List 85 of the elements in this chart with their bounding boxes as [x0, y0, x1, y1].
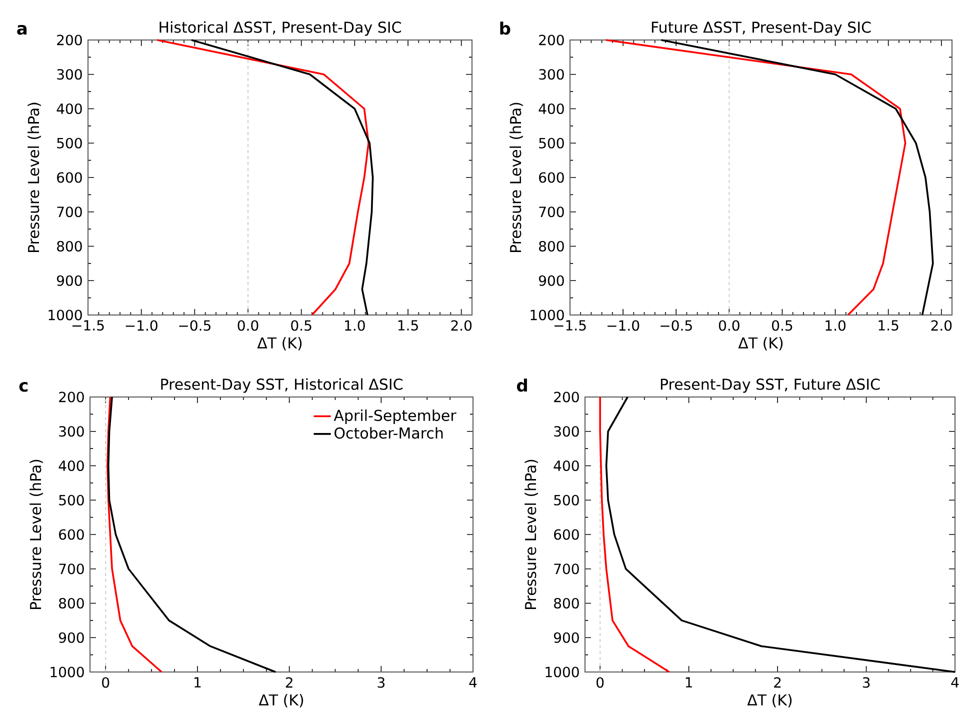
- x-tick-label: 3: [862, 677, 870, 688]
- y-tick-label: 1000: [48, 310, 82, 320]
- text: a: [17, 25, 27, 35]
- x-tick-label: 0.5: [772, 320, 792, 331]
- x-tick-label: 4: [951, 677, 959, 688]
- x-tick-label: 1.0: [826, 320, 846, 331]
- y-tick-label: 1000: [530, 310, 564, 320]
- line-series: [599, 396, 670, 673]
- y-tick-label: 1000: [50, 666, 84, 678]
- chart-title: Future ΔSST, Present-Day SIC: [652, 22, 871, 36]
- x-axis-title: ΔT (K): [258, 694, 304, 708]
- chart-title: Historical ΔSST, Present-Day SIC: [160, 21, 401, 36]
- y-axis-title: Pressure Level (hPa): [30, 460, 43, 610]
- x-tick-label: 1.0: [345, 320, 365, 331]
- legend-label: October-March: [334, 427, 443, 439]
- y-tick-label: 700: [59, 564, 84, 574]
- x-tick-label: −1.0: [126, 320, 158, 331]
- x-tick-label: −1.0: [608, 320, 640, 331]
- x-axis-title: ΔT (K): [747, 694, 792, 708]
- y-tick-label: 200: [59, 392, 84, 402]
- y-axis-title: Pressure Level (hPa): [28, 102, 41, 252]
- y-axis-title: Pressure Level (hPa): [524, 460, 538, 610]
- y-tick-label: 800: [539, 240, 564, 252]
- x-tick-label: 0: [596, 677, 604, 688]
- x-tick-label: 0.0: [238, 320, 258, 331]
- text: d: [516, 378, 527, 392]
- y-tick-label: 400: [538, 103, 564, 114]
- x-tick-label: 1: [194, 677, 201, 688]
- x-tick-label: 1: [686, 677, 692, 688]
- y-tick-label: 500: [539, 138, 564, 148]
- y-tick-label: 300: [57, 69, 82, 80]
- chart-title: Present-Day SST, Future ΔSIC: [660, 378, 880, 393]
- y-tick-label: 600: [59, 529, 84, 540]
- y-tick-label: 600: [554, 529, 579, 540]
- y-tick-label: 900: [58, 632, 84, 643]
- text: c: [19, 382, 28, 392]
- y-tick-label: 800: [57, 240, 82, 252]
- x-tick-label: 2.0: [931, 320, 952, 331]
- y-tick-label: 400: [56, 103, 82, 114]
- x-tick-label: 1.5: [878, 320, 898, 331]
- line-series: [605, 39, 906, 316]
- x-tick-label: 4: [469, 677, 477, 688]
- chart-title: Present-Day SST, Historical ΔSIC: [161, 378, 402, 393]
- line-series: [156, 39, 370, 316]
- y-tick-label: 600: [539, 172, 564, 183]
- x-tick-label: 0: [102, 677, 110, 688]
- y-tick-label: 300: [554, 426, 579, 437]
- text: b: [500, 22, 510, 35]
- x-axis-title: ΔT (K): [257, 337, 302, 350]
- x-tick-label: 2: [774, 677, 781, 688]
- y-tick-label: 900: [56, 275, 82, 286]
- y-tick-label: 700: [57, 206, 82, 218]
- y-tick-label: 800: [59, 598, 84, 609]
- x-tick-label: 0.5: [291, 320, 312, 331]
- y-tick-label: 400: [58, 460, 84, 472]
- x-tick-label: 2.0: [451, 320, 472, 331]
- x-tick-label: 0.0: [718, 320, 740, 331]
- x-tick-label: 3: [378, 677, 384, 688]
- x-axis-title: ΔT (K): [738, 337, 783, 350]
- x-tick-label: −1.5: [554, 320, 586, 331]
- y-tick-label: 700: [554, 564, 579, 574]
- y-tick-label: 200: [554, 392, 579, 402]
- y-tick-label: 200: [539, 34, 564, 46]
- x-tick-label: −0.5: [660, 320, 692, 331]
- y-axis-title: Pressure Level (hPa): [510, 102, 523, 252]
- line-series: [106, 396, 163, 673]
- y-tick-label: 700: [539, 206, 564, 218]
- legend-label: April-September: [334, 409, 456, 424]
- y-tick-label: 300: [59, 426, 84, 437]
- x-tick-label: 1.5: [398, 320, 418, 331]
- y-tick-label: 800: [554, 598, 579, 609]
- x-tick-label: −0.5: [179, 320, 210, 331]
- line-series: [605, 396, 956, 673]
- y-tick-label: 900: [538, 275, 564, 286]
- x-tick-label: 2: [286, 677, 292, 688]
- y-tick-label: 500: [57, 138, 82, 148]
- y-tick-label: 900: [554, 632, 579, 643]
- y-tick-label: 200: [57, 34, 82, 46]
- y-tick-label: 500: [554, 494, 579, 506]
- x-tick-label: −1.5: [72, 320, 104, 331]
- y-tick-label: 400: [554, 460, 579, 472]
- y-tick-label: 300: [539, 69, 564, 80]
- y-tick-label: 500: [59, 494, 84, 506]
- y-tick-label: 600: [57, 172, 82, 183]
- y-tick-label: 1000: [546, 666, 579, 678]
